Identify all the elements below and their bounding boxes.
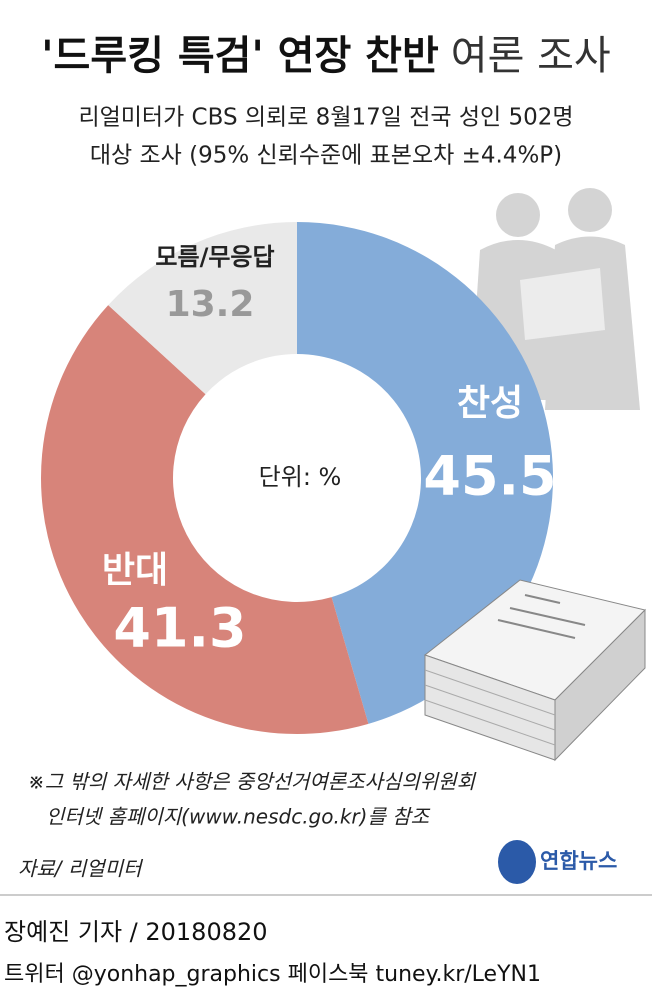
logo-mark [498, 840, 536, 884]
donut-slice [40, 305, 369, 734]
slice-value: 13.2 [166, 284, 255, 325]
note: 인터넷 홈페이지(www.nesdc.go.kr)를 참조 [46, 805, 431, 829]
donut [40, 222, 554, 734]
donut-slice [108, 222, 297, 395]
slice-value: 41.3 [113, 597, 246, 660]
center-label: 단위: % [259, 463, 342, 491]
subtitle: 리얼미터가 CBS 의뢰로 8월17일 전국 성인 502명 [78, 105, 573, 131]
paper-stack [423, 579, 646, 762]
title: '드루킹 특검' 연장 찬반 여론 조사 [41, 33, 610, 79]
slice-label: 모름/무응답 [155, 243, 274, 271]
slice-value: 45.5 [423, 445, 556, 508]
slice-label: 반대 [102, 550, 168, 591]
subtitle: 대상 조사 (95% 신뢰수준에 표본오차 ±4.4%P) [90, 143, 562, 169]
logo: 연합뉴스 [540, 849, 617, 873]
donut-slice [297, 222, 554, 724]
note: ※그 밖의 자세한 사항은 중앙선거여론조사심의위원회 [28, 770, 477, 794]
title-main: '드루킹 특검' 연장 찬반 [41, 33, 439, 79]
title-suffix: 여론 조사 [451, 33, 611, 79]
source: 자료/ 리얼미터 [18, 857, 144, 881]
byline: 장예진 기자 / 20180820 [4, 918, 268, 946]
people-silhouette [470, 188, 640, 410]
social: 트위터 @yonhap_graphics 페이스북 tuney.kr/LeYN1 [4, 962, 541, 987]
slice-label: 찬성 [457, 383, 523, 424]
